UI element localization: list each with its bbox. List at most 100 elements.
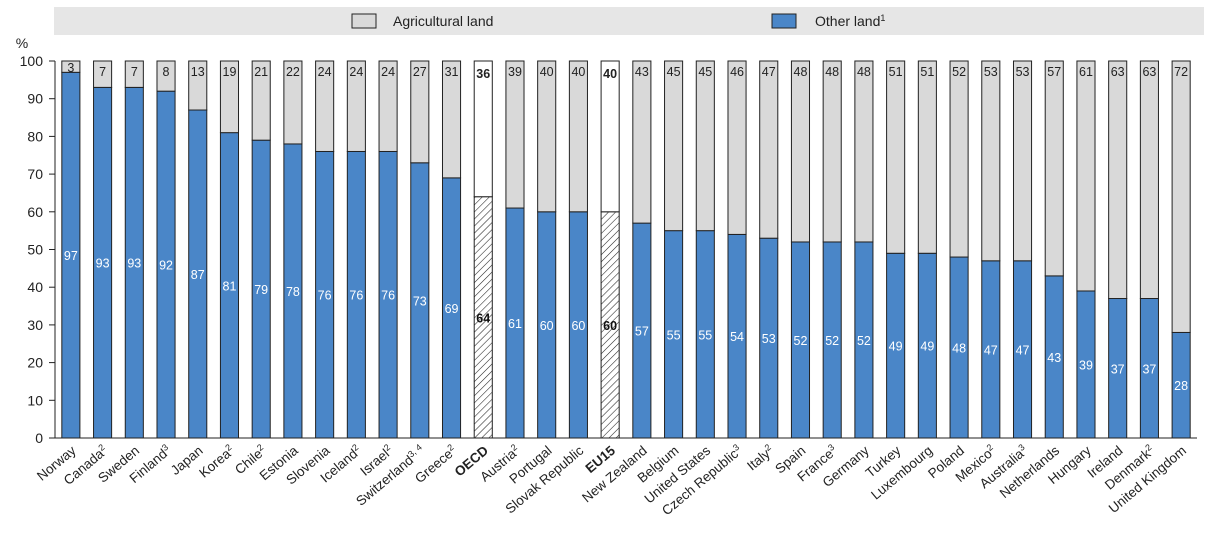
bar-agricultural-land xyxy=(283,60,303,145)
data-label-agricultural-land: 48 xyxy=(857,65,871,79)
bar-group-norway: 97 3 xyxy=(61,60,81,439)
data-label-agricultural-land: 45 xyxy=(667,65,681,79)
data-label-other-land: 57 xyxy=(635,325,649,339)
bar-agricultural-land xyxy=(473,60,493,198)
bar-group-slovak-republic: 60 40 xyxy=(568,60,588,439)
data-label-other-land: 60 xyxy=(603,319,617,333)
bar-agricultural-land xyxy=(759,60,779,239)
data-label-other-land: 52 xyxy=(825,334,839,348)
bar-group-estonia: 78 22 xyxy=(283,60,303,439)
y-tick-label: 90 xyxy=(27,91,43,107)
data-label-agricultural-land: 40 xyxy=(571,65,585,79)
data-label-agricultural-land: 7 xyxy=(131,65,138,79)
bar-group-ireland: 37 63 xyxy=(1108,60,1128,439)
data-label-other-land: 81 xyxy=(223,279,237,293)
y-tick-label: 30 xyxy=(27,317,43,333)
data-label-agricultural-land: 53 xyxy=(984,65,998,79)
y-tick-label: 70 xyxy=(27,166,43,182)
data-label-agricultural-land: 63 xyxy=(1142,65,1156,79)
data-label-agricultural-land: 51 xyxy=(889,65,903,79)
bar-group-switzerland: 73 27 xyxy=(410,60,430,439)
bar-group-sweden: 93 7 xyxy=(124,60,144,439)
data-label-other-land: 69 xyxy=(445,302,459,316)
bar-group-iceland: 76 24 xyxy=(346,60,366,439)
bar-agricultural-land xyxy=(1076,60,1096,292)
data-label-other-land: 54 xyxy=(730,330,744,344)
bar-group-canada: 93 7 xyxy=(93,60,113,439)
bar-agricultural-land xyxy=(410,60,430,164)
bar-group-australia: 47 53 xyxy=(1012,60,1033,439)
y-tick-label: 100 xyxy=(20,53,44,69)
data-label-agricultural-land: 19 xyxy=(223,65,237,79)
bar-agricultural-land xyxy=(505,60,525,209)
data-label-agricultural-land: 3 xyxy=(67,61,74,75)
data-label-other-land: 76 xyxy=(381,289,395,303)
data-label-agricultural-land: 51 xyxy=(920,65,934,79)
bar-agricultural-land xyxy=(188,60,208,111)
data-label-other-land: 47 xyxy=(984,343,998,357)
y-tick-label: 0 xyxy=(35,430,43,446)
bar-group-luxembourg: 49 51 xyxy=(917,60,937,439)
bar-group-united-kingdom: 28 72 xyxy=(1171,60,1191,439)
data-label-other-land: 76 xyxy=(318,289,332,303)
bar-group-netherlands: 43 57 xyxy=(1044,60,1064,439)
bar-agricultural-land xyxy=(1139,60,1159,300)
data-label-other-land: 79 xyxy=(254,283,268,297)
data-label-agricultural-land: 24 xyxy=(381,65,395,79)
x-tick-label: Italy2 xyxy=(744,442,777,473)
data-label-agricultural-land: 31 xyxy=(445,65,459,79)
data-label-agricultural-land: 53 xyxy=(1016,65,1030,79)
data-label-other-land: 37 xyxy=(1111,362,1125,376)
bar-agricultural-land xyxy=(378,60,398,152)
bar-agricultural-land xyxy=(251,60,271,141)
data-label-other-land: 61 xyxy=(508,317,522,331)
bar-agricultural-land xyxy=(600,60,620,213)
data-label-agricultural-land: 24 xyxy=(349,65,363,79)
data-label-other-land: 48 xyxy=(952,342,966,356)
y-axis: 0 10 20 30 40 50 60 70 80 90 100 xyxy=(20,53,56,446)
data-label-agricultural-land: 40 xyxy=(603,67,617,81)
bar-group-united-states: 55 45 xyxy=(695,60,715,439)
data-label-other-land: 60 xyxy=(540,319,554,333)
legend-label-agricultural: Agricultural land xyxy=(393,13,493,29)
bar-group-hungary: 39 61 xyxy=(1076,60,1096,439)
bar-group-finland: 92 8 xyxy=(156,60,176,439)
data-label-other-land: 55 xyxy=(667,328,681,342)
bar-agricultural-land xyxy=(664,60,684,232)
bar-group-germany: 52 48 xyxy=(854,60,874,439)
data-label-other-land: 52 xyxy=(857,334,871,348)
bar-agricultural-land xyxy=(61,60,81,73)
bar-group-france: 52 48 xyxy=(822,60,842,439)
bar-group-spain: 52 48 xyxy=(790,60,811,439)
data-label-other-land: 28 xyxy=(1174,379,1188,393)
data-label-agricultural-land: 39 xyxy=(508,65,522,79)
bar-agricultural-land xyxy=(219,60,240,134)
bar-agricultural-land xyxy=(1108,60,1128,300)
bar-agricultural-land xyxy=(790,60,811,243)
data-label-agricultural-land: 63 xyxy=(1111,65,1125,79)
data-label-agricultural-land: 36 xyxy=(476,67,490,81)
data-label-agricultural-land: 21 xyxy=(254,65,268,79)
bar-group-poland: 48 52 xyxy=(949,60,969,439)
bar-agricultural-land xyxy=(1012,60,1033,262)
y-tick-label: 60 xyxy=(27,204,43,220)
data-label-other-land: 76 xyxy=(349,289,363,303)
bar-agricultural-land xyxy=(1171,60,1191,333)
legend: Agricultural land Other land1 xyxy=(351,13,885,29)
bar-agricultural-land xyxy=(917,60,937,254)
data-label-agricultural-land: 22 xyxy=(286,65,300,79)
bar-agricultural-land xyxy=(93,60,113,88)
bar-agricultural-land xyxy=(886,60,906,254)
y-tick-label: 50 xyxy=(27,242,43,258)
data-label-agricultural-land: 27 xyxy=(413,65,427,79)
bar-agricultural-land xyxy=(695,60,715,232)
data-label-other-land: 43 xyxy=(1047,351,1061,365)
data-label-other-land: 55 xyxy=(698,328,712,342)
data-label-other-land: 93 xyxy=(96,257,110,271)
y-axis-unit: % xyxy=(16,35,28,51)
data-label-agricultural-land: 40 xyxy=(540,65,554,79)
data-label-other-land: 49 xyxy=(920,340,934,354)
bars: 9739379379288713811979217822762476247624… xyxy=(55,60,1197,439)
y-tick-label: 40 xyxy=(27,279,43,295)
